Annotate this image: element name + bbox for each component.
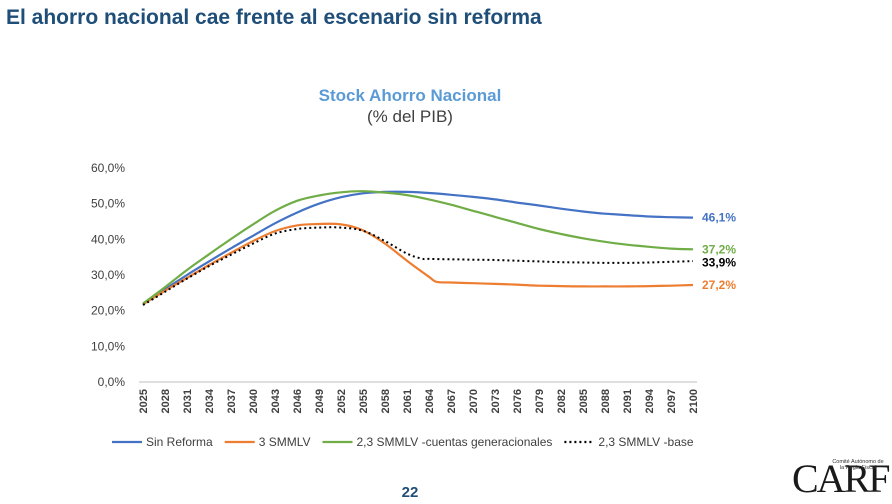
x-tick-label: 2061 [402,389,414,413]
x-tick-label: 2100 [688,389,700,413]
series-line-3-smmlv [142,222,694,306]
y-axis: 0,0% 10,0% 20,0% 30,0% 40,0% 50,0% 60,0% [91,161,125,389]
series-line-2-3-smmlv-base [142,226,694,306]
x-tick-label: 2073 [490,389,502,413]
x-axis: 2025 2028 2031 2034 2037 2040 2043 2046 2049 2052… [138,381,700,413]
end-label-sin-reforma: 46,1% [702,211,736,225]
series-line-sin-reforma [142,190,694,306]
logo-mark: CARF [792,456,890,501]
series-lines [142,190,694,306]
x-tick-label: 2049 [314,389,326,413]
x-tick-label: 2076 [512,389,524,413]
y-tick-label: 60,0% [91,161,125,175]
x-tick-label: 2088 [600,389,612,413]
end-label-3-smmlv: 27,2% [702,278,736,292]
x-tick-label: 2028 [160,389,172,413]
y-tick-label: 20,0% [91,304,125,318]
y-tick-label: 10,0% [91,339,125,353]
y-tick-label: 50,0% [91,197,125,211]
slide-title: El ahorro nacional cae frente al escenar… [6,6,542,29]
x-tick-label: 2037 [226,389,238,413]
legend-label-3-smmlv: 3 SMMLV [259,435,311,449]
x-tick-label: 2025 [138,389,150,413]
end-label-2-3-smmlv-base: 33,9% [702,255,736,269]
x-tick-label: 2091 [622,389,634,413]
legend: Sin Reforma 3 SMMLV 2,3 SMMLV -cuentas gen… [112,435,694,449]
y-tick-label: 30,0% [91,268,125,282]
x-tick-label: 2052 [336,389,348,413]
end-label-2-3-smmlv-cuentas-generacionales: 37,2% [702,242,736,256]
chart-title: Stock Ahorro Nacional [318,86,502,105]
carf-logo: CARF Comité Autónomo de la Regla Fiscal [792,456,890,502]
series-line-2-3-smmlv-cuentas-generacionales [142,190,694,305]
x-tick-label: 2043 [270,389,282,413]
x-tick-label: 2046 [292,389,304,413]
x-tick-label: 2094 [644,388,656,413]
x-tick-label: 2040 [248,389,260,413]
logo-subtitle: Comité Autónomo de la Regla Fiscal [832,459,884,471]
x-tick-label: 2064 [424,388,436,413]
y-tick-label: 0,0% [98,375,126,389]
x-tick-label: 2034 [204,388,216,413]
page-number: 22 [401,484,419,501]
x-tick-label: 2079 [534,389,546,413]
x-tick-label: 2085 [578,389,590,413]
x-tick-label: 2058 [380,389,392,413]
x-tick-label: 2082 [556,389,568,413]
x-tick-label: 2097 [666,389,678,413]
chart-subtitle: (% del PIB) [367,107,453,126]
y-tick-label: 40,0% [91,232,125,246]
legend-label-2-3-smmlv-base: 2,3 SMMLV -base [598,435,693,449]
end-labels: 46,1% 37,2%33,9% 27,2% [702,211,736,292]
legend-label-2-3-smmlv-cuentas-generacionales: 2,3 SMMLV -cuentas generacionales [357,435,553,449]
legend-label-sin-reforma: Sin Reforma [146,435,213,449]
x-tick-label: 2031 [182,389,194,413]
x-tick-label: 2067 [446,389,458,413]
x-tick-label: 2055 [358,389,370,413]
x-tick-label: 2070 [468,389,480,413]
